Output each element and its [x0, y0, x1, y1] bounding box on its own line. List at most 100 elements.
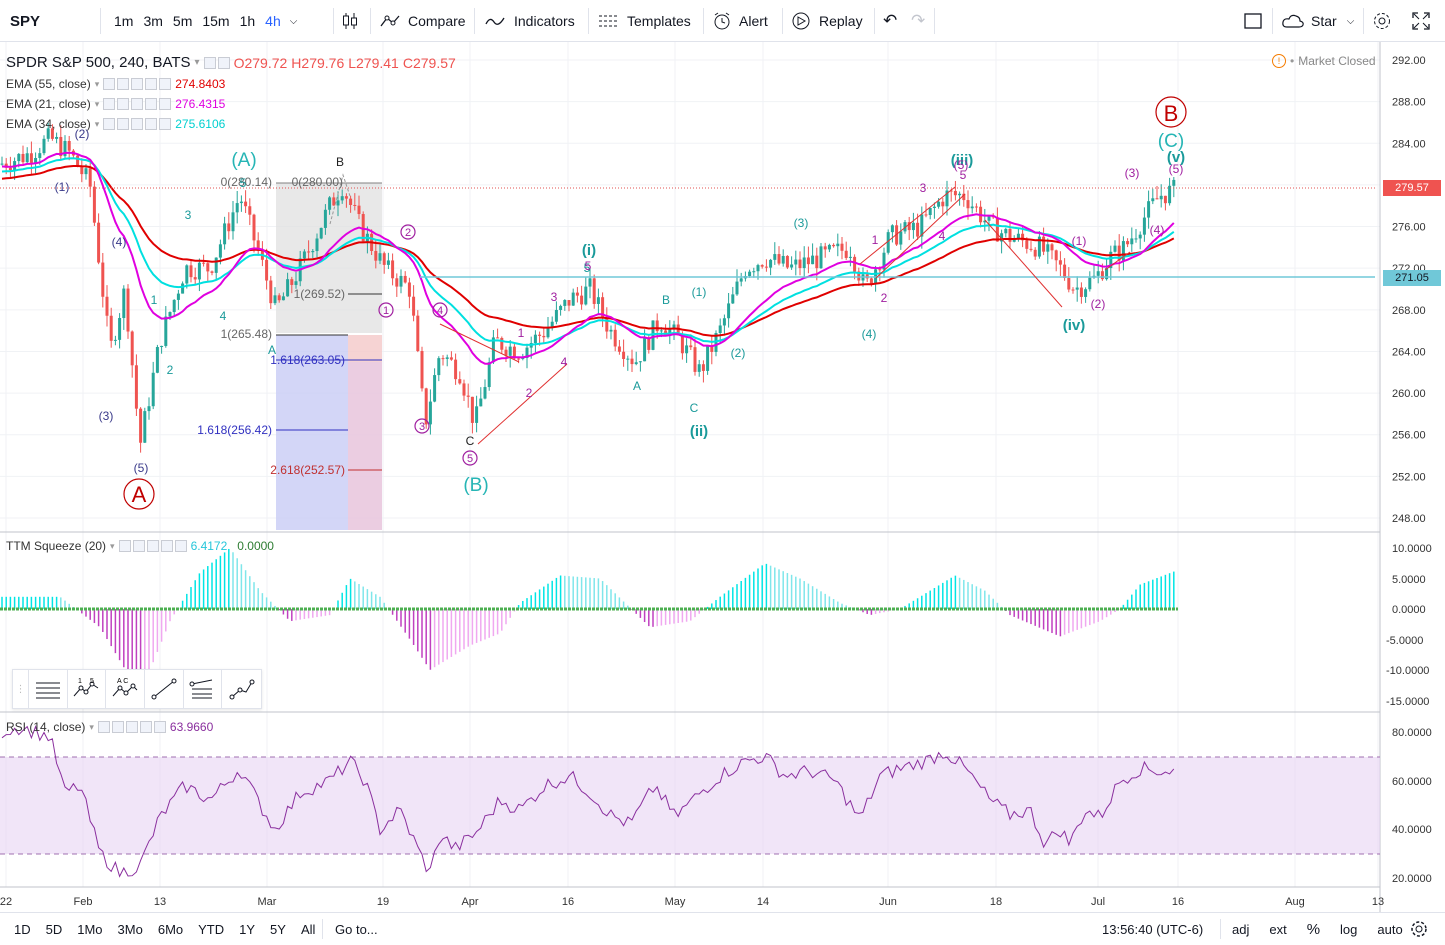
indicators-button[interactable]: Indicators	[484, 0, 575, 42]
wave-small-label: (3)	[99, 409, 114, 423]
legend-buttons[interactable]	[203, 56, 230, 69]
option-log[interactable]: log	[1340, 921, 1358, 937]
chart-type-button[interactable]	[341, 0, 359, 42]
interval-3m[interactable]: 3m	[143, 13, 163, 29]
candle-body	[1121, 241, 1125, 261]
elliott-abc-tool[interactable]: A C	[106, 670, 145, 708]
interval-1h[interactable]: 1h	[239, 13, 256, 29]
chevron-down-icon[interactable]: ⌵	[1346, 15, 1355, 27]
candle-body	[668, 328, 672, 336]
option-adj[interactable]: adj	[1232, 921, 1250, 937]
legend-buttons[interactable]	[103, 78, 172, 90]
candles	[0, 122, 1176, 453]
candle-body	[475, 406, 479, 423]
candles-icon	[343, 13, 357, 29]
candle-body	[714, 333, 718, 352]
symbol-search[interactable]: SPY	[10, 12, 41, 30]
option-percent[interactable]: %	[1306, 920, 1321, 938]
candle-body	[382, 253, 386, 265]
time-tick-label: 16	[1172, 896, 1184, 908]
price-tick-label: 288.00	[1392, 97, 1426, 109]
settings-button[interactable]	[1372, 0, 1392, 42]
ohlc-high: H279.76	[291, 54, 345, 71]
candle-body	[433, 375, 437, 402]
candle-body	[546, 327, 550, 338]
candle-body	[773, 254, 777, 260]
chevron-down-icon[interactable]: ▾	[194, 57, 200, 68]
ema34-legend[interactable]: EMA (34, close) ▾ 275.6106	[6, 117, 225, 131]
legend-buttons[interactable]	[103, 118, 172, 130]
chevron-down-icon[interactable]: ▾	[94, 98, 100, 109]
interval-dropdown-icon[interactable]: ⌵	[289, 15, 298, 27]
range-5y[interactable]: 5Y	[270, 921, 286, 937]
candle-body	[290, 279, 294, 285]
time-axis[interactable]: 22 Feb 13 Mar 19 Apr 16 May 14 Jun 18 Jul 16 Aug 13	[0, 896, 1384, 908]
drag-handle[interactable]: ⋮	[13, 670, 29, 708]
undo-icon[interactable]: ↶	[883, 11, 898, 30]
trend-line-tool[interactable]	[145, 670, 184, 708]
range-5d[interactable]: 5D	[45, 921, 63, 937]
trend-lines[interactable]	[439, 186, 1131, 445]
templates-button[interactable]: Templates	[597, 0, 691, 42]
candle-body	[210, 271, 214, 273]
wave-circled-marker	[400, 224, 416, 240]
option-ext[interactable]: ext	[1269, 921, 1287, 937]
rsi-legend[interactable]: RSI (14, close) ▾ 63.9660	[6, 720, 213, 734]
legend-buttons[interactable]	[97, 721, 166, 733]
market-status[interactable]: ! • Market Closed	[1272, 54, 1376, 68]
candle-body	[17, 153, 21, 162]
legend-buttons[interactable]	[103, 98, 172, 110]
path-tool[interactable]	[222, 670, 261, 708]
star-button[interactable]: Star ⌵	[1281, 0, 1354, 42]
range-6mo[interactable]: 6Mo	[157, 921, 184, 937]
bottom-toolbar: 1D 5D 1Mo 3Mo 6Mo YTD 1Y 5Y All Go to...…	[0, 912, 1445, 944]
fullscreen-box-button[interactable]	[1243, 0, 1263, 42]
ema21-legend[interactable]: EMA (21, close) ▾ 276.4315	[6, 97, 225, 111]
option-auto[interactable]: auto	[1377, 921, 1403, 937]
candle-body	[168, 312, 172, 317]
goto-button[interactable]: Go to...	[335, 921, 378, 937]
interval-15m[interactable]: 15m	[202, 13, 230, 29]
candle-body	[626, 358, 630, 360]
alert-button[interactable]: Alert	[712, 0, 768, 42]
range-ytd[interactable]: YTD	[198, 921, 225, 937]
legend-buttons[interactable]	[118, 540, 187, 552]
fib-tool[interactable]	[184, 670, 223, 708]
fullscreen-button[interactable]	[1411, 0, 1431, 42]
chart-area[interactable]: 0(280.14) 0(280.00) 1(265.48) 1(269.52) 1.61…	[0, 42, 1445, 912]
chevron-down-icon[interactable]: ▾	[94, 118, 100, 129]
range-all[interactable]: All	[300, 921, 316, 937]
range-1mo[interactable]: 1Mo	[77, 921, 103, 937]
range-1d[interactable]: 1D	[14, 921, 31, 937]
candle-body	[1000, 233, 1004, 242]
settings-button[interactable]	[1410, 913, 1428, 945]
candle-body	[580, 295, 584, 305]
chevron-down-icon[interactable]: ▾	[94, 78, 100, 89]
candle-body	[134, 365, 138, 409]
wave-small-label: 1	[872, 233, 879, 247]
candle-body	[777, 254, 781, 264]
fib-extension-drawing[interactable]	[276, 182, 382, 530]
compare-button[interactable]: Compare	[379, 0, 466, 42]
price-axis[interactable]: 292.00288.00284.00280.00276.00272.00268.…	[1386, 55, 1432, 885]
chevron-down-icon[interactable]: ▾	[110, 540, 115, 551]
candle-body	[487, 362, 491, 388]
candle-body	[1163, 195, 1167, 204]
ema55-legend[interactable]: EMA (55, close) ▾ 274.8403	[6, 77, 225, 91]
interval-5m[interactable]: 5m	[172, 13, 193, 29]
ttm-legend[interactable]: TTM Squeeze (20) ▾ 6.4172 0.0000	[6, 539, 274, 553]
interval-4h[interactable]: 4h	[265, 13, 281, 29]
redo-icon[interactable]: ↷	[911, 11, 926, 30]
chevron-down-icon[interactable]: ▾	[89, 721, 94, 732]
replay-button[interactable]: Replay	[791, 0, 863, 42]
range-1y[interactable]: 1Y	[239, 921, 256, 937]
elliott-lines-tool[interactable]	[29, 670, 68, 708]
chart-canvas[interactable]: 0(280.14) 0(280.00) 1(265.48) 1(269.52) 1.61…	[0, 42, 1445, 912]
interval-1m[interactable]: 1m	[114, 13, 134, 29]
range-3mo[interactable]: 3Mo	[117, 921, 143, 937]
fib-label-1618b: 1.618(256.42)	[197, 423, 272, 437]
clock[interactable]: 13:56:40 (UTC-6)	[1102, 921, 1204, 937]
candle-body	[496, 337, 500, 339]
